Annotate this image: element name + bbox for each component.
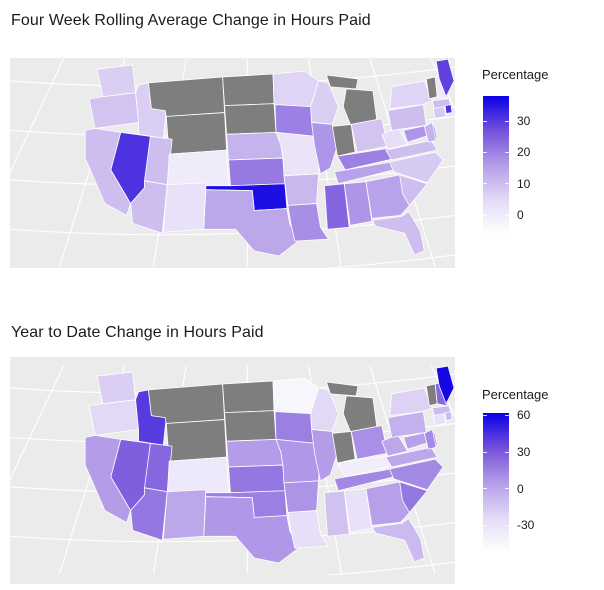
state-sc bbox=[399, 174, 428, 206]
legend-gradient-bar-year-to-date bbox=[483, 413, 509, 552]
state-sd bbox=[224, 103, 277, 135]
state-ga bbox=[365, 481, 410, 526]
state-wy bbox=[165, 419, 227, 462]
state-nj bbox=[423, 122, 437, 143]
legend-tickmark bbox=[483, 120, 487, 122]
state-in bbox=[331, 431, 356, 464]
legend-tickmark bbox=[505, 151, 509, 153]
state-wy bbox=[165, 112, 227, 155]
legend-tickmark bbox=[483, 488, 487, 490]
state-fl bbox=[371, 211, 425, 256]
state-fl bbox=[371, 518, 425, 563]
state-ny bbox=[389, 387, 433, 417]
state-ar bbox=[283, 173, 319, 206]
state-il bbox=[311, 429, 338, 482]
us-map-year-to-date bbox=[10, 365, 455, 575]
us-map-four-week bbox=[10, 58, 455, 268]
legend-four-week: Percentage 30 20 10 0 bbox=[481, 67, 603, 257]
state-nm bbox=[162, 489, 207, 540]
legend-title-four-week: Percentage bbox=[482, 67, 549, 82]
state-nm bbox=[162, 182, 207, 233]
state-ms bbox=[324, 183, 350, 230]
state-mn bbox=[272, 70, 319, 108]
state-mi bbox=[326, 381, 359, 397]
legend-tick-label: 30 bbox=[517, 114, 531, 129]
legend-tick-label: 10 bbox=[517, 176, 531, 191]
state-sd bbox=[224, 410, 277, 442]
map-panel-four-week bbox=[10, 58, 455, 268]
legend-tickmark bbox=[483, 214, 487, 216]
legend-title-year-to-date: Percentage bbox=[482, 387, 549, 402]
state-al bbox=[343, 181, 373, 226]
legend-tickmark bbox=[505, 524, 509, 526]
state-nc bbox=[389, 151, 444, 184]
legend-tickmark bbox=[483, 451, 487, 453]
legend-tickmark bbox=[505, 183, 509, 185]
state-ct bbox=[432, 413, 447, 426]
state-sc bbox=[399, 481, 428, 513]
chart-title-four-week: Four Week Rolling Average Change in Hour… bbox=[11, 12, 371, 29]
legend-tick-label: 0 bbox=[517, 481, 524, 496]
state-ar bbox=[283, 480, 319, 513]
state-ks bbox=[228, 157, 286, 187]
state-mi bbox=[326, 74, 359, 90]
legend-tickmark bbox=[505, 414, 509, 416]
state-mn bbox=[272, 377, 319, 415]
state-or bbox=[88, 92, 139, 129]
legend-tickmark bbox=[505, 214, 509, 216]
state-va bbox=[385, 139, 438, 161]
state-in bbox=[331, 124, 356, 157]
state-ga bbox=[365, 174, 410, 219]
state-al bbox=[343, 488, 373, 533]
state-il bbox=[311, 122, 338, 175]
state-wa bbox=[96, 64, 136, 98]
legend-tickmark bbox=[483, 524, 487, 526]
state-la bbox=[287, 203, 329, 242]
state-ny bbox=[389, 80, 433, 110]
legend-tickmark bbox=[483, 183, 487, 185]
state-nd bbox=[222, 73, 275, 107]
legend-tick-label: 0 bbox=[517, 208, 524, 223]
legend-gradient-bar-four-week bbox=[483, 96, 509, 234]
state-me bbox=[435, 58, 455, 98]
state-ri bbox=[444, 411, 453, 421]
state-ne bbox=[226, 131, 284, 161]
state-me bbox=[435, 365, 455, 405]
state-nd bbox=[222, 380, 275, 414]
state-ne bbox=[226, 438, 284, 468]
legend-tickmark bbox=[483, 414, 487, 416]
legend-tickmark bbox=[505, 488, 509, 490]
legend-tick-label: 30 bbox=[517, 445, 531, 460]
state-ks bbox=[228, 464, 286, 494]
state-nj bbox=[423, 429, 437, 450]
state-va bbox=[385, 446, 438, 468]
state-la bbox=[287, 510, 329, 549]
legend-tickmark bbox=[505, 451, 509, 453]
state-ct bbox=[432, 106, 447, 119]
chart-title-year-to-date: Year to Date Change in Hours Paid bbox=[11, 324, 264, 341]
state-ri bbox=[444, 104, 453, 114]
state-nc bbox=[389, 458, 444, 491]
legend-tickmark bbox=[505, 120, 509, 122]
map-panel-year-to-date bbox=[10, 357, 455, 584]
state-or bbox=[88, 399, 139, 436]
legend-year-to-date: Percentage 60 30 0 -30 bbox=[481, 387, 603, 577]
state-ms bbox=[324, 490, 350, 537]
legend-tick-label: -30 bbox=[517, 518, 535, 533]
legend-tickmark bbox=[483, 151, 487, 153]
legend-tick-label: 60 bbox=[517, 408, 531, 423]
legend-tick-label: 20 bbox=[517, 145, 531, 160]
state-wa bbox=[96, 371, 136, 405]
